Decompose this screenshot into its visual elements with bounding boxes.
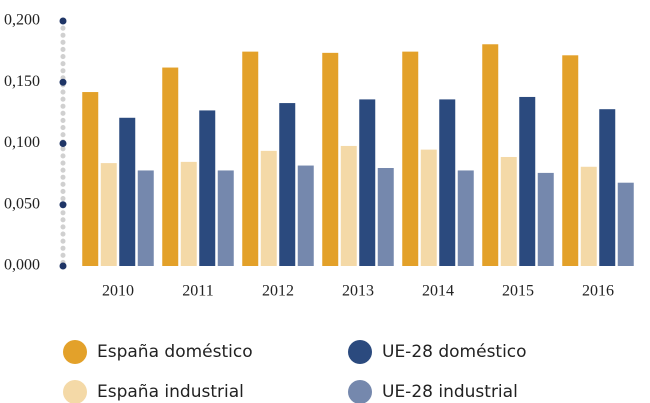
x-tick-label: 2011	[182, 283, 213, 300]
bar	[279, 103, 296, 266]
x-tick-label: 2015	[502, 283, 534, 300]
legend-label: UE-28 industrial	[382, 382, 518, 402]
bar	[359, 99, 376, 267]
y-tick-dot	[59, 78, 67, 86]
bar	[162, 67, 179, 266]
bar	[482, 44, 499, 267]
x-tick-label: 2014	[422, 283, 454, 300]
bar	[82, 92, 99, 266]
legend-swatch	[63, 380, 87, 403]
bar	[340, 145, 357, 266]
legend-swatch	[348, 380, 372, 403]
y-tick-label: 0,150	[4, 73, 40, 90]
bar	[137, 170, 154, 266]
bar	[297, 165, 314, 266]
legend-label: UE-28 doméstico	[382, 342, 527, 362]
bar	[439, 99, 456, 267]
y-tick-dot	[59, 17, 67, 25]
x-tick-label: 2013	[342, 283, 374, 300]
bar	[217, 170, 234, 266]
legend-swatch	[63, 340, 87, 364]
bar	[260, 150, 277, 266]
bar	[402, 51, 419, 266]
y-tick-label: 0,200	[4, 12, 40, 29]
y-tick-dot	[59, 201, 67, 209]
legend-label: España doméstico	[97, 342, 253, 362]
y-tick-label: 0,000	[4, 257, 40, 274]
x-tick-label: 2012	[262, 283, 294, 300]
bar	[199, 110, 216, 266]
y-tick-label: 0,050	[4, 195, 40, 212]
bar	[119, 117, 136, 267]
y-tick-dot	[59, 140, 67, 147]
bar	[457, 170, 474, 266]
bar	[100, 163, 117, 266]
legend-swatch	[348, 340, 372, 364]
x-tick-label: 2010	[102, 283, 134, 300]
bar	[599, 109, 616, 266]
bar	[420, 149, 437, 266]
bar	[617, 182, 634, 266]
bar	[537, 172, 554, 266]
bar	[322, 52, 339, 266]
bar	[500, 156, 517, 266]
y-tick-dot	[59, 262, 67, 270]
bar	[580, 166, 597, 266]
x-tick-label: 2016	[582, 283, 614, 300]
bar	[377, 168, 394, 266]
bar	[242, 51, 259, 266]
bar	[562, 55, 579, 266]
bar	[180, 161, 197, 266]
y-tick-label: 0,100	[4, 134, 40, 151]
legend-label: España industrial	[97, 382, 244, 402]
bar	[519, 96, 536, 266]
